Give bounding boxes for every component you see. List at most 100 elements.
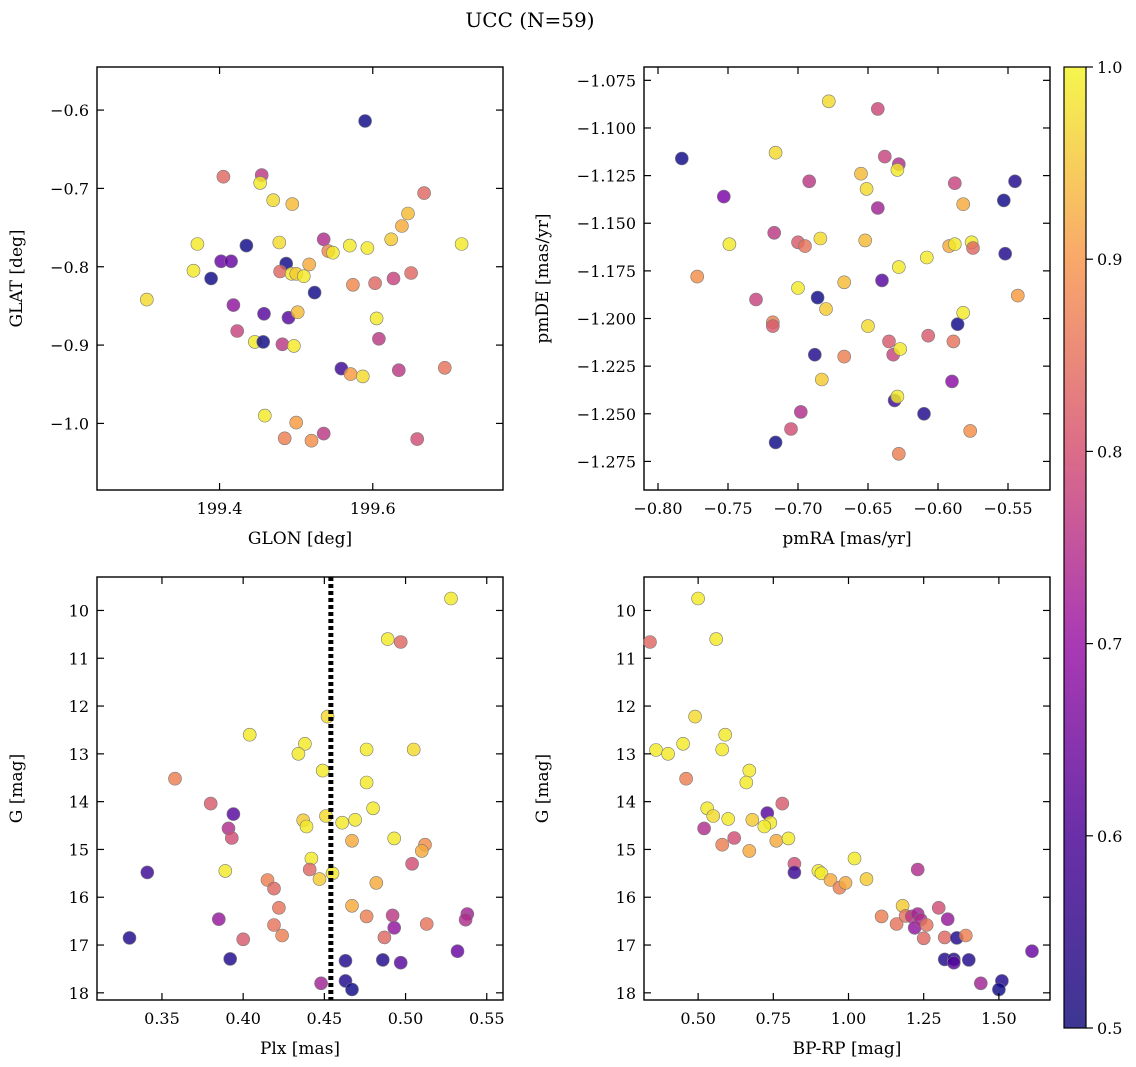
data-point <box>410 432 425 446</box>
data-point <box>768 145 783 160</box>
x-tick-label: 199.4 <box>197 499 243 518</box>
x-tick-label: 0.50 <box>388 1009 424 1028</box>
data-point <box>768 435 783 450</box>
y-tick-label: 17 <box>69 936 89 955</box>
y-tick-label: 16 <box>69 888 89 907</box>
data-point <box>859 872 874 886</box>
y-tick-label: 11 <box>616 649 636 668</box>
data-point <box>947 176 962 190</box>
data-point <box>275 337 290 352</box>
data-point <box>369 876 384 890</box>
data-point <box>369 311 384 326</box>
data-point <box>688 709 702 724</box>
data-point <box>326 245 340 260</box>
data-point <box>956 305 971 320</box>
data-point <box>272 900 286 915</box>
data-point <box>140 292 154 307</box>
data-point <box>870 102 885 116</box>
data-point <box>287 339 301 353</box>
data-point <box>859 182 874 196</box>
data-point <box>257 306 271 321</box>
data-point <box>1008 174 1022 189</box>
data-point <box>937 930 952 945</box>
data-point <box>387 831 402 846</box>
panel-bprp-g: 0.50 0.75 1.00 1.25 1.50 10 11 12 13 14 15 16 17 18 BP… <box>533 576 1051 1059</box>
y-tick-label: −1.100 <box>577 119 636 138</box>
data-point <box>1025 944 1039 959</box>
y-tick-label: −1.075 <box>577 71 636 90</box>
plot-frame <box>643 576 1051 1001</box>
data-point <box>226 807 241 821</box>
data-point <box>718 727 733 742</box>
data-point <box>218 864 233 878</box>
data-point <box>225 831 239 845</box>
figure-title: UCC (N=59) <box>465 8 594 32</box>
data-point <box>290 305 305 320</box>
data-point <box>345 982 359 997</box>
data-point <box>204 271 218 286</box>
data-point <box>917 406 931 421</box>
data-point <box>312 872 327 886</box>
data-point <box>230 324 244 338</box>
data-point <box>679 771 693 786</box>
data-point <box>837 275 852 290</box>
data-point <box>649 743 663 757</box>
data-point <box>385 908 400 923</box>
x-tick-label: 0.35 <box>144 1009 180 1028</box>
y-tick-label: 17 <box>616 936 636 955</box>
data-point <box>289 415 304 430</box>
data-point <box>393 635 408 649</box>
x-axis-label: GLON [deg] <box>248 529 352 549</box>
x-tick-label: −0.60 <box>913 499 962 518</box>
data-point <box>285 197 300 211</box>
x-axis-label: Plx [mas] <box>260 1039 340 1059</box>
data-point <box>140 865 155 880</box>
y-axis-label: pmDE [mas/yr] <box>533 213 553 343</box>
y-tick-label: −1.0 <box>50 414 89 433</box>
data-point <box>384 232 399 247</box>
data-point <box>784 422 798 436</box>
data-point <box>709 632 724 646</box>
data-point <box>444 591 458 606</box>
data-point <box>874 909 889 924</box>
data-point <box>814 372 829 387</box>
data-point <box>958 928 973 943</box>
data-point <box>406 742 421 757</box>
data-point <box>236 932 250 947</box>
data-point <box>454 237 469 251</box>
data-point <box>298 736 312 751</box>
data-point <box>316 426 331 441</box>
colorbar-tick-label: 0.9 <box>1097 250 1122 269</box>
data-point <box>296 269 311 284</box>
data-point <box>387 920 402 935</box>
data-point <box>823 873 838 887</box>
data-point <box>837 349 852 364</box>
data-point <box>277 431 292 446</box>
x-tick-label: 0.75 <box>756 1009 792 1028</box>
data-point <box>802 174 817 189</box>
data-point <box>256 335 271 349</box>
data-point <box>798 239 812 253</box>
data-point <box>742 763 757 778</box>
x-tick-label: −0.55 <box>983 499 1032 518</box>
data-point <box>745 812 760 827</box>
data-point <box>947 237 962 251</box>
data-point <box>870 201 885 215</box>
y-tick-label: −0.9 <box>50 336 89 355</box>
y-tick-label: −0.8 <box>50 258 89 277</box>
data-point <box>315 763 330 778</box>
data-point <box>405 856 419 871</box>
plot-frame <box>96 66 504 491</box>
data-point <box>813 231 828 246</box>
plot-frame <box>643 66 1051 491</box>
data-point <box>838 876 853 890</box>
x-tick-label: 0.55 <box>469 1009 505 1028</box>
y-tick-label: 14 <box>69 793 89 812</box>
data-point <box>226 298 241 312</box>
data-point <box>267 918 281 932</box>
data-point <box>345 833 359 848</box>
data-point <box>346 277 360 292</box>
y-tick-label: −1.200 <box>577 310 636 329</box>
data-point <box>854 166 868 181</box>
x-tick-label: 1.25 <box>906 1009 942 1028</box>
